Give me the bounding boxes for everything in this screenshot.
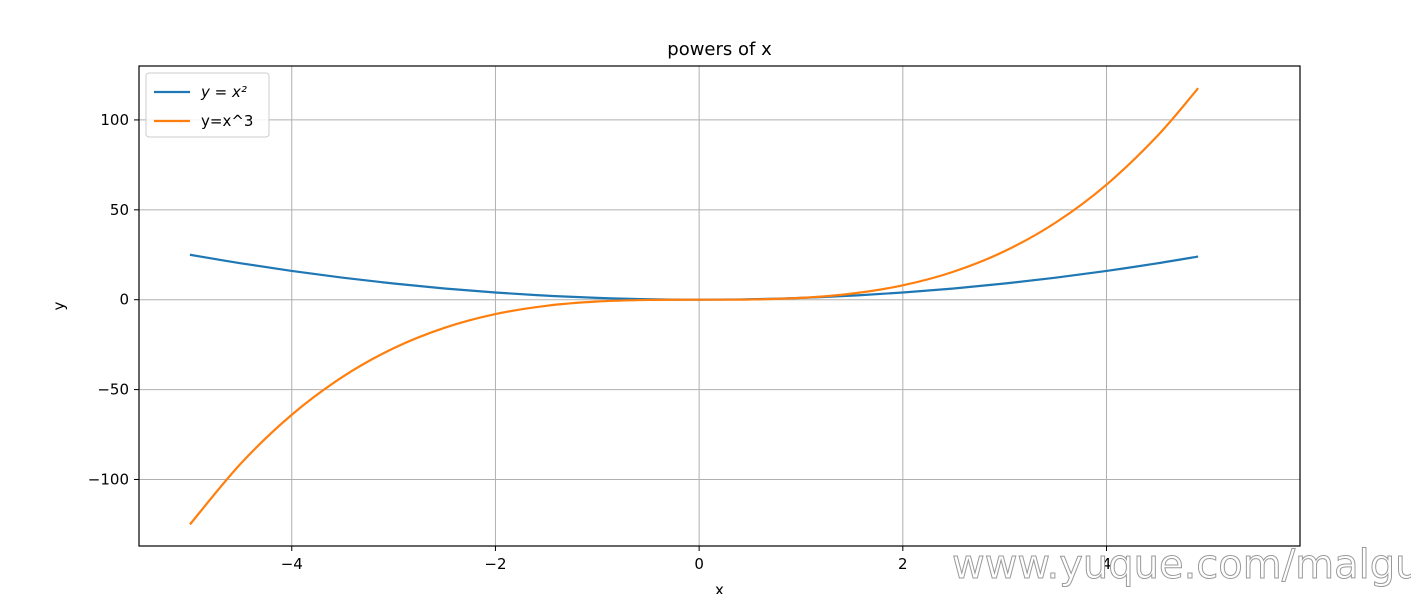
y-tick-label: 0 — [119, 291, 129, 309]
series-layer — [189, 87, 1199, 526]
y-axis-label: y — [50, 301, 68, 310]
watermark-text: www.yuque.com/malguy — [952, 542, 1411, 588]
y-tick-label: −50 — [97, 381, 129, 399]
x-tick-label: −4 — [281, 555, 303, 573]
series-line — [189, 87, 1199, 526]
x-tick-label: 0 — [694, 555, 704, 573]
legend-entry-label: y = x² — [200, 83, 247, 101]
axis-ticks: −4 −2 0 2 4 −100 −50 0 50 100 — [88, 111, 1111, 573]
x-tick-label: 4 — [1102, 555, 1112, 573]
x-tick-label: 2 — [898, 555, 908, 573]
chart-title: powers of x — [667, 39, 772, 60]
legend: y = x² y=x^3 — [145, 72, 270, 138]
series-line — [189, 253, 1199, 301]
legend-entry-label: y=x^3 — [201, 112, 253, 130]
x-tick-label: −2 — [484, 555, 506, 573]
y-tick-label: 50 — [110, 201, 129, 219]
plot-frame — [138, 65, 1301, 547]
y-tick-label: 100 — [100, 111, 129, 129]
x-axis-label: x — [715, 581, 724, 594]
y-tick-label: −100 — [88, 470, 129, 488]
grid-lines — [139, 66, 1300, 546]
